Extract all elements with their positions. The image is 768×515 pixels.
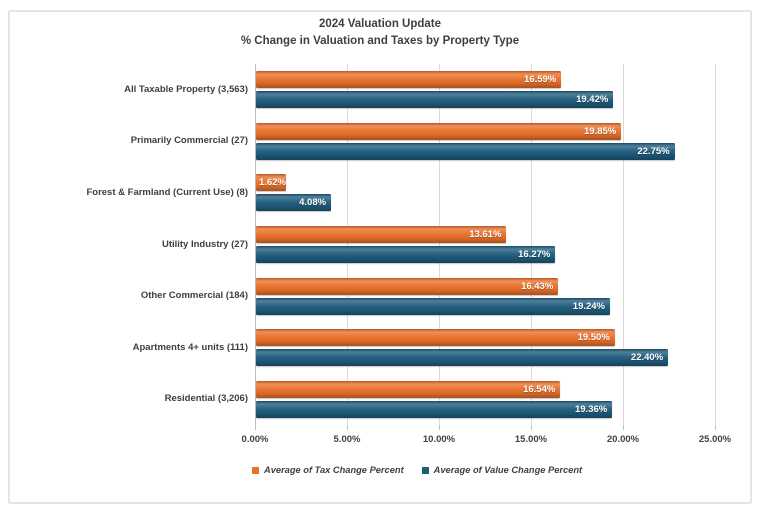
bar-bevel [256, 277, 559, 295]
bar-value-change-percent: 16.27% [256, 246, 556, 263]
bar-tax-change-percent: 19.85% [256, 122, 622, 140]
bar-value-change-percent: 4.08% [256, 194, 332, 212]
chart-title: 2024 Valuation Update % Change in Valuat… [8, 16, 752, 50]
legend-item-value-change: Average of Value Change Percent [421, 465, 583, 475]
bar-bevel [256, 400, 613, 418]
bar-bevel [256, 122, 622, 140]
plot-area: 0.00% 5.00% 10.00% 15.00% 20.00% 25.00% 16.59%… [242, 64, 731, 445]
bar-value-label: 19.36% [574, 403, 608, 415]
bar-value-label: 13.61% [469, 229, 502, 240]
x-tick-label: 5.00% [333, 434, 361, 445]
bar-tax-change-percent: 16.43% [256, 277, 559, 295]
legend: Average of Tax Change Percent Average of … [252, 465, 582, 475]
x-tick-label: 0.00% [241, 434, 269, 445]
category-label: Primarily Commercial (27) [130, 135, 248, 147]
category-label: All Taxable Property (3,563) [124, 83, 248, 95]
x-tick-label: 25.00% [698, 434, 732, 445]
chart-title-line2: % Change in Valuation and Taxes by Prope… [240, 35, 520, 47]
legend-item-tax-change: Average of Tax Change Percent [252, 465, 404, 475]
bar-value-label: 19.85% [584, 125, 617, 137]
bar-value-label: 16.43% [521, 280, 554, 292]
bar-value-label: 22.75% [637, 145, 670, 157]
category-label: Other Commercial (184) [140, 290, 248, 302]
x-tick-mark [531, 425, 532, 430]
bar-bevel [256, 349, 669, 367]
x-tick-mark [715, 425, 716, 430]
x-tick-mark [255, 425, 256, 430]
bar-bevel [256, 142, 675, 160]
bar-value-change-percent: 19.36% [256, 400, 613, 418]
bar-bevel [256, 91, 614, 109]
chart-title-line1: 2024 Valuation Update [318, 18, 442, 30]
category-label: Residential (3,206) [164, 393, 248, 405]
legend-swatch-icon [421, 466, 429, 474]
category-label: Forest & Farmland (Current Use) (8) [86, 186, 248, 198]
x-tick-label: 10.00% [422, 434, 456, 445]
category-label: Utility Industry (27) [161, 238, 248, 250]
bar-tax-change-percent: 19.50% [256, 329, 615, 347]
value-axis-line [255, 64, 256, 425]
legend-label: Average of Tax Change Percent [264, 465, 404, 475]
bar-value-label: 19.24% [572, 300, 606, 312]
bar-value-change-percent: 19.42% [256, 91, 614, 109]
gridline [347, 64, 348, 425]
bar-bevel [256, 246, 556, 263]
bar-value-label: 16.59% [524, 74, 557, 86]
gridline [531, 64, 532, 425]
gridline [439, 64, 440, 425]
bar-value-label: 19.42% [576, 94, 609, 106]
bar-bevel [256, 226, 507, 243]
bar-bevel [256, 71, 562, 89]
bar-bevel [256, 194, 332, 212]
bar-value-change-percent: 22.40% [256, 349, 669, 367]
bar-value-label: 16.27% [518, 249, 551, 260]
bar-bevel [256, 329, 615, 347]
bar-tax-change-percent: 1.62% [256, 174, 286, 192]
bar-value-label: 1.62% [259, 177, 286, 189]
x-tick-label: 20.00% [606, 434, 640, 445]
category-label: Apartments 4+ units (111) [132, 341, 248, 353]
bar-value-label: 4.08% [299, 197, 327, 209]
bar-value-label: 16.54% [523, 383, 556, 395]
gridline [715, 64, 716, 425]
bar-value-change-percent: 22.75% [256, 142, 675, 160]
bar-bevel [256, 380, 561, 398]
legend-label: Average of Value Change Percent [433, 465, 583, 475]
x-tick-mark [623, 425, 624, 430]
bar-tax-change-percent: 16.59% [256, 71, 562, 89]
bar-bevel [256, 297, 611, 315]
bar-value-change-percent: 19.24% [256, 297, 611, 315]
bar-tax-change-percent: 16.54% [256, 380, 561, 398]
bar-value-label: 22.40% [630, 352, 664, 364]
bar-value-label: 19.50% [577, 332, 610, 344]
x-tick-mark [439, 425, 440, 430]
gridline [623, 64, 624, 425]
x-tick-label: 15.00% [514, 434, 548, 445]
x-tick-mark [347, 425, 348, 430]
bar-tax-change-percent: 13.61% [256, 226, 507, 243]
legend-swatch-icon [252, 466, 259, 474]
bar-bevel [256, 174, 286, 192]
